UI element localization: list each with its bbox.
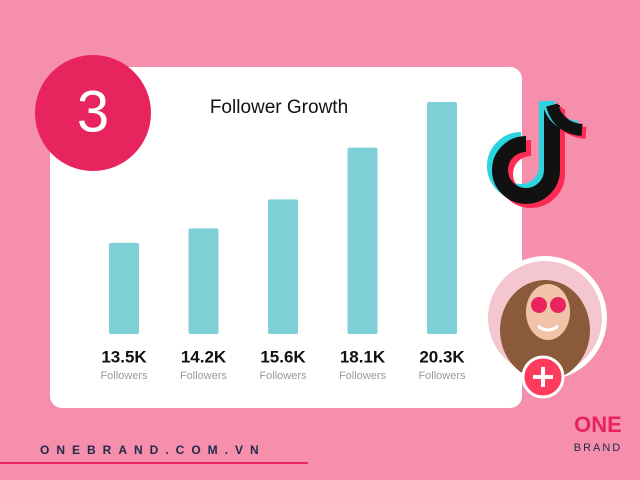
badge-number: 3 xyxy=(77,79,109,144)
chart-title: Follower Growth xyxy=(210,97,348,118)
plot-area: 13.5K Followers 14.2K Followers 15.6K Followe… xyxy=(100,102,466,382)
bar xyxy=(347,147,378,334)
value-label: 15.6K xyxy=(260,347,306,366)
value-sublabel: Followers xyxy=(100,370,148,382)
bar xyxy=(427,102,457,334)
bar xyxy=(109,242,139,334)
tiktok-logo xyxy=(487,100,587,208)
logo-bottom: BRAND xyxy=(574,442,623,454)
value-sublabel: Followers xyxy=(418,370,466,382)
value-label: 20.3K xyxy=(419,347,465,366)
value-sublabel: Followers xyxy=(259,370,307,382)
badge-circle xyxy=(35,55,151,171)
bar xyxy=(188,228,219,334)
plus-icon xyxy=(533,367,553,387)
value-sublabel: Followers xyxy=(339,370,387,382)
bar xyxy=(268,199,298,334)
value-label: 18.1K xyxy=(340,347,386,366)
logo-top: ONE xyxy=(574,412,622,437)
value-sublabel: Followers xyxy=(180,370,228,382)
website-text: ONEBRAND.COM.VN xyxy=(40,443,266,457)
value-label: 14.2K xyxy=(181,347,227,366)
profile-avatar xyxy=(483,256,607,380)
value-label: 13.5K xyxy=(101,347,147,366)
